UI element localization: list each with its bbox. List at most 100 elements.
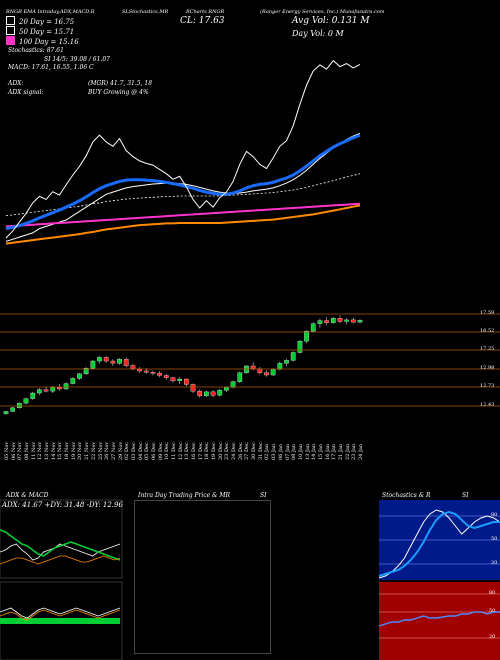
date-tick-label: 25 Nov xyxy=(97,441,104,460)
candle-body xyxy=(344,319,349,322)
close-price: CL: 17.63 xyxy=(180,16,225,26)
adx-values: ADX: 41.67 +DY: 31.48 -DY: 12.96 xyxy=(2,501,123,509)
plus-di-line xyxy=(0,529,121,561)
charts-title: RCharts RNGR xyxy=(186,9,225,15)
close-price-line xyxy=(5,59,361,239)
date-tick-label: 12 Nov xyxy=(37,441,44,460)
candle-body xyxy=(17,402,22,408)
date-tick-label: 02 Dec xyxy=(124,442,131,460)
date-tick-label: 27 Nov xyxy=(110,441,117,460)
date-tick-label: 04 Dec xyxy=(137,442,144,460)
price-level-label: 12.98 xyxy=(480,365,495,371)
candle-body xyxy=(197,391,203,396)
date-tick-label: 14 Jan xyxy=(311,443,318,460)
intraday-panel xyxy=(134,500,271,654)
ma-line-100-day xyxy=(5,202,361,228)
date-tick-label: 16 Dec xyxy=(191,442,198,460)
candle-body xyxy=(357,320,363,323)
candle-body xyxy=(277,363,283,370)
macd-line xyxy=(0,607,121,619)
date-tick-label: 14 Nov xyxy=(50,441,57,460)
candle-body xyxy=(30,392,36,399)
candle-body xyxy=(150,372,156,374)
date-tick-label: 29 Nov xyxy=(117,441,124,460)
price-level-label: 12.73 xyxy=(480,383,495,389)
date-tick-label: 20 Dec xyxy=(217,442,224,460)
adx-macd-panel: ADX: 41.67 +DY: 31.48 -DY: 12.96 xyxy=(0,499,123,660)
date-tick-label: 18 Dec xyxy=(204,442,211,460)
date-tick-label: 15 Nov xyxy=(57,441,64,460)
candle-body xyxy=(350,319,356,323)
legend-si: SI 14/5: 39.08 / 61.07 xyxy=(44,56,110,63)
date-tick-label: 05 Dec xyxy=(144,442,151,460)
candle-body xyxy=(123,359,129,366)
candle-body xyxy=(210,391,216,396)
candle-body xyxy=(157,373,162,376)
ticker-title: RNGR EMA Intraday,ADX,MACD,R xyxy=(6,9,95,15)
ma100-swatch xyxy=(6,36,15,45)
price-level-label: 12.43 xyxy=(480,402,495,408)
date-tick-label: 31 Dec xyxy=(257,442,264,460)
candle-body xyxy=(90,360,96,369)
date-tick-label: 26 Nov xyxy=(104,441,111,460)
rsi-level-80: 80 xyxy=(489,590,496,596)
candle-body xyxy=(57,386,62,390)
date-tick-label: 24 Dec xyxy=(231,442,238,460)
legend-ma50: 50 Day = 15.71 xyxy=(6,26,74,36)
candle-body xyxy=(204,391,209,396)
date-tick-label: 10 Jan xyxy=(297,443,304,460)
stoch-level-80: 80 xyxy=(491,512,498,518)
stoch-d-line xyxy=(378,510,500,577)
date-tick-label: 08 Nov xyxy=(24,441,31,460)
legend-macd: MACD: 17.61, 16.55, 1.06 C xyxy=(8,64,94,71)
date-tick-label: 19 Dec xyxy=(211,442,218,460)
candle-body xyxy=(103,357,109,362)
stoch-level-50: 50 xyxy=(491,536,498,542)
candle-body xyxy=(83,368,89,375)
price-level-label: 17.59 xyxy=(480,310,495,316)
date-tick-label: 03 Jan xyxy=(271,443,278,460)
date-tick-label: 08 Jan xyxy=(291,443,298,460)
date-tick-label: 21 Jan xyxy=(337,443,344,460)
candle-body xyxy=(130,365,136,369)
date-tick-label: 20 Nov xyxy=(77,441,84,460)
date-tick-label: 05 Nov xyxy=(4,441,10,460)
date-tick-label: 13 Nov xyxy=(44,441,51,460)
candle-body xyxy=(10,407,16,412)
date-tick-label: 24 Jan xyxy=(358,443,364,460)
day-volume: Day Vol: 0 M xyxy=(292,29,344,38)
candle-body xyxy=(117,359,122,364)
adx-panel-title: ADX & MACD xyxy=(6,492,49,499)
date-tick-label: 06 Nov xyxy=(10,441,17,460)
legend-adx: ADX: xyxy=(8,80,24,87)
rsi-level-20: 20 xyxy=(489,634,496,640)
date-tick-label: 09 Dec xyxy=(157,442,164,460)
date-tick-label: 11 Nov xyxy=(30,441,37,460)
candle-body xyxy=(290,352,296,361)
candle-body xyxy=(317,320,323,324)
candle-body xyxy=(170,377,176,381)
candle-body xyxy=(163,375,169,378)
legend-adx-signal-value: BUY Growing @ 4% xyxy=(88,89,149,96)
candle-body xyxy=(70,378,76,384)
date-tick-label: 11 Dec xyxy=(170,442,177,460)
ma50-swatch xyxy=(6,26,15,35)
date-tick-label: 03 Dec xyxy=(130,442,137,460)
candle-body xyxy=(304,330,309,342)
macd-histogram xyxy=(0,618,120,624)
legend-adx-value: (MGR) 41.7, 31.5, 18 xyxy=(88,80,153,87)
candle-body xyxy=(37,389,42,394)
candle-body xyxy=(284,360,289,364)
date-tick-label: 15 Jan xyxy=(317,443,324,460)
rsi-line xyxy=(378,611,500,627)
candle-body xyxy=(324,320,329,323)
candle-body xyxy=(143,370,149,373)
date-tick-label: 23 Jan xyxy=(351,443,358,460)
candle-body xyxy=(177,378,183,381)
stoch-si: SI xyxy=(462,492,469,499)
candle-body xyxy=(3,411,9,414)
price-level-label: 17.25 xyxy=(480,346,495,352)
date-tick-label: 16 Jan xyxy=(324,443,331,460)
date-tick-label: 22 Nov xyxy=(90,441,97,460)
